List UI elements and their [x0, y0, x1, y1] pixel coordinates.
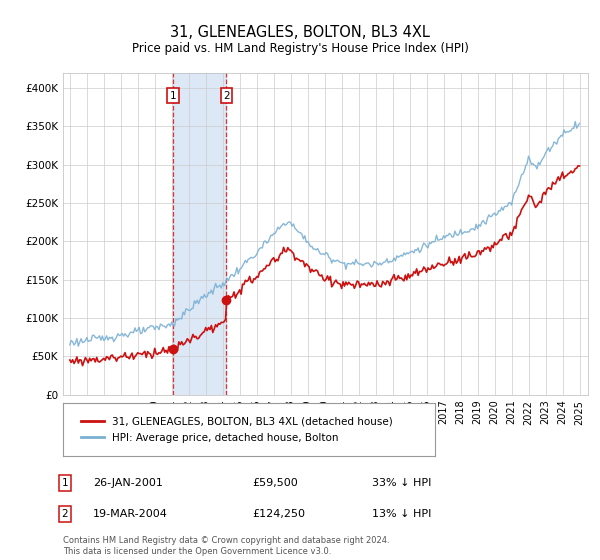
Text: Price paid vs. HM Land Registry's House Price Index (HPI): Price paid vs. HM Land Registry's House …	[131, 42, 469, 55]
Text: 13% ↓ HPI: 13% ↓ HPI	[372, 509, 431, 519]
Text: £124,250: £124,250	[252, 509, 305, 519]
Bar	[173, 73, 226, 395]
Text: 33% ↓ HPI: 33% ↓ HPI	[372, 478, 431, 488]
Text: Contains HM Land Registry data © Crown copyright and database right 2024.
This d: Contains HM Land Registry data © Crown c…	[63, 536, 389, 556]
Text: 1: 1	[61, 478, 68, 488]
Text: 26-JAN-2001: 26-JAN-2001	[93, 478, 163, 488]
Text: 31, GLENEAGLES, BOLTON, BL3 4XL: 31, GLENEAGLES, BOLTON, BL3 4XL	[170, 25, 430, 40]
Text: 2: 2	[61, 509, 68, 519]
Text: £59,500: £59,500	[252, 478, 298, 488]
Legend: 31, GLENEAGLES, BOLTON, BL3 4XL (detached house), HPI: Average price, detached h: 31, GLENEAGLES, BOLTON, BL3 4XL (detache…	[76, 411, 398, 449]
Text: 2: 2	[223, 91, 230, 101]
Text: 1: 1	[170, 91, 176, 101]
Text: 19-MAR-2004: 19-MAR-2004	[93, 509, 168, 519]
